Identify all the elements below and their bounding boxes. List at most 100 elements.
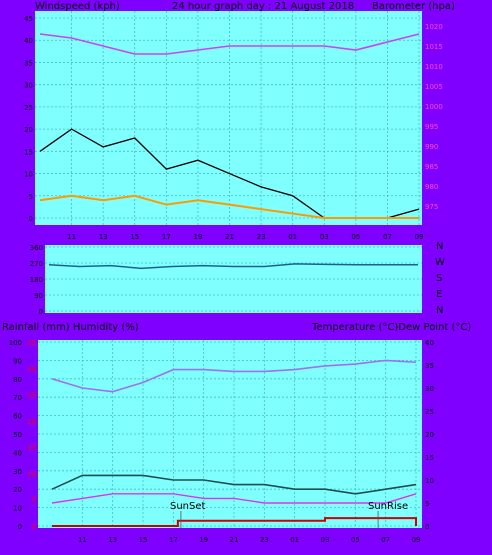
wind-x-tick-label: 21 [225,233,234,241]
tick-layer: 11 13 15 17 19 21 23 01 03 05 07 090510152025303540… [9,15,443,544]
barometer-y-tick-label: 1015 [425,43,443,51]
barometer-y-tick-label: 1020 [425,23,443,31]
climate-x-tick-label: 19 [199,536,208,544]
barometer-y-tick-label: 1000 [425,103,443,111]
climate-x-tick-label: 05 [351,536,360,544]
rain-y-tick-label: 0 [32,523,36,531]
temperature-y-tick-label: 5 [425,500,429,508]
humidity-y-tick-label: 80 [13,376,22,384]
humidity-y-tick-label: 60 [13,413,22,421]
humidity-y-tick-label: 90 [13,357,22,365]
compass-label-w: W [435,257,445,268]
rain-y-tick-label: 5 [32,497,36,505]
barometer-y-tick-label: 995 [425,123,438,131]
direction-y-tick-label: 180 [30,276,43,284]
wind-y-tick-label: 5 [29,193,33,201]
temperature-y-tick-label: 25 [425,408,434,416]
wind-y-tick-label: 20 [24,126,33,134]
wind-y-tick-label: 15 [24,148,33,156]
barometer-y-tick-label: 975 [425,203,438,211]
humidity-y-tick-label: 40 [13,449,22,457]
humidity-y-tick-label: 30 [13,468,22,476]
windspeed-axis-title: Windspeed (kph) [35,1,120,12]
rain-y-tick-label: 15 [27,444,36,452]
sunrise-label: SunRise [368,501,408,512]
wind-direction-line [48,263,418,270]
barometer-y-tick-label: 980 [425,183,438,191]
temperature-y-tick-label: 10 [425,477,434,485]
rain-y-tick-label: 20 [27,418,36,426]
wind-x-tick-label: 05 [351,233,360,241]
humidity-y-tick-label: 100 [9,339,22,347]
direction-y-tick-label: 270 [30,260,43,268]
temperature-y-tick-label: 15 [425,454,434,462]
wind-x-tick-label: 13 [99,233,108,241]
humidity-line [51,359,417,393]
wind-x-tick-label: 19 [193,233,202,241]
wind-x-tick-label: 11 [67,233,76,241]
sunset-label: SunSet [170,501,206,512]
wind-average-line [39,194,419,219]
series-layer [39,33,420,528]
wind-x-tick-label: 09 [415,233,424,241]
humidity-y-tick-label: 10 [13,505,22,513]
barometer-y-tick-label: 1010 [425,63,443,71]
direction-y-tick-label: 90 [34,292,43,300]
climate-x-tick-label: 09 [412,536,421,544]
dewpoint-line [51,493,417,504]
wind-x-tick-label: 01 [288,233,297,241]
barometer-y-tick-label: 1005 [425,83,443,91]
climate-x-tick-label: 23 [260,536,269,544]
compass-label-n-bottom: N [436,305,443,316]
climate-x-tick-label: 17 [169,536,178,544]
climate-x-tick-label: 21 [230,536,239,544]
climate-x-tick-label: 07 [381,536,390,544]
humidity-y-tick-label: 50 [13,431,22,439]
barometer-line [39,33,420,55]
direction-y-tick-label: 0 [39,308,43,316]
climate-x-tick-label: 11 [78,536,87,544]
compass-label-e: E [436,289,442,300]
temperature-y-tick-label: 35 [425,362,434,370]
rain-humidity-axis-title: Rainfall (mm) Humidity (%) [2,322,139,333]
temperature-y-tick-label: 0 [425,523,429,531]
humidity-y-tick-label: 0 [18,523,22,531]
compass-label-n-top: N [436,241,443,252]
rain-y-tick-label: 35 [27,339,36,347]
climate-x-tick-label: 15 [139,536,148,544]
rain-y-tick-label: 30 [27,365,36,373]
wind-x-tick-label: 03 [320,233,329,241]
wind-x-tick-label: 07 [383,233,392,241]
climate-x-tick-label: 01 [290,536,299,544]
wind-y-tick-label: 30 [24,82,33,90]
wind-y-tick-label: 10 [24,171,33,179]
graph-title: 24 hour graph day : 21 August 2018 [172,1,354,12]
wind-x-tick-label: 23 [257,233,266,241]
wind-y-tick-label: 0 [29,215,33,223]
humidity-y-tick-label: 20 [13,486,22,494]
wind-x-tick-label: 15 [130,233,139,241]
barometer-y-tick-label: 990 [425,143,438,151]
temperature-line [51,474,417,495]
wind-y-tick-label: 45 [24,15,33,23]
direction-y-tick-label: 360 [30,244,43,252]
climate-x-tick-label: 03 [321,536,330,544]
humidity-y-tick-label: 70 [13,394,22,402]
temperature-y-tick-label: 40 [425,339,434,347]
rain-y-tick-label: 25 [27,392,36,400]
wind-y-tick-label: 35 [24,59,33,67]
barometer-axis-title: Barometer (hpa) [372,1,455,12]
compass-label-s: S [436,273,442,284]
wind-x-tick-label: 17 [162,233,171,241]
temperature-y-tick-label: 20 [425,431,434,439]
rain-y-tick-label: 10 [27,470,36,478]
grid-layer [35,11,422,528]
wind-y-tick-label: 25 [24,104,33,112]
climate-x-tick-label: 13 [108,536,117,544]
temperature-dewpoint-axis-title: Temperature (°C)Dew Point (°C) [311,322,471,333]
rainfall-line [52,517,417,527]
wind-y-tick-label: 40 [24,37,33,45]
barometer-y-tick-label: 985 [425,163,438,171]
